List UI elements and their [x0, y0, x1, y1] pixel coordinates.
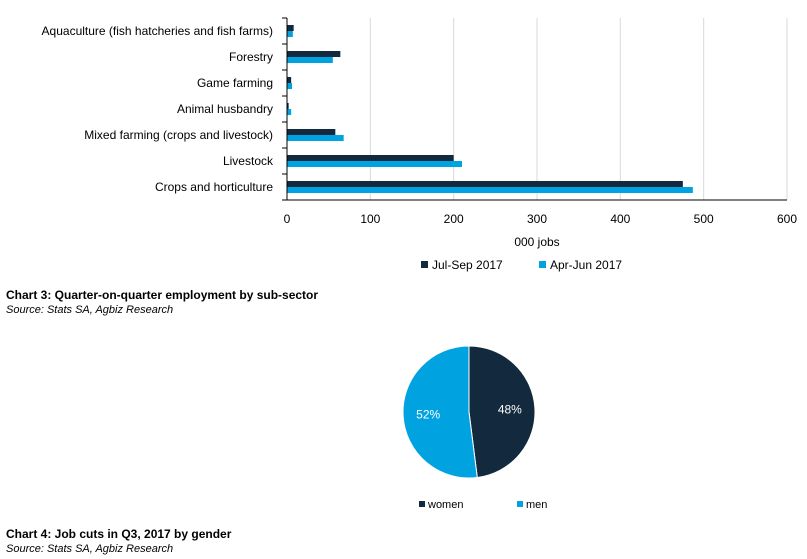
x-tick-label: 0: [284, 212, 291, 226]
x-tick-label: 200: [444, 212, 464, 226]
bar-apr-jun: [287, 83, 292, 89]
legend-swatch: [419, 501, 425, 507]
category-label: Game farming: [197, 76, 273, 90]
category-label: Crops and horticulture: [155, 180, 273, 194]
pie-data-label: 52%: [416, 408, 440, 422]
x-tick-label: 300: [527, 212, 547, 226]
category-label: Aquaculture (fish hatcheries and fish fa…: [42, 24, 273, 38]
category-label: Mixed farming (crops and livestock): [84, 128, 273, 142]
x-axis-label: 000 jobs: [514, 235, 559, 249]
bar-apr-jun: [287, 31, 293, 37]
pie-slice-men: [402, 345, 478, 479]
bar-apr-jun: [287, 187, 693, 193]
category-label: Forestry: [229, 50, 273, 64]
legend-swatch: [421, 261, 428, 268]
legend-label: women: [427, 499, 463, 511]
chart3-source: Source: Stats SA, Agbiz Research: [6, 304, 174, 316]
legend-swatch: [517, 501, 523, 507]
bar-jul-sep: [287, 77, 292, 83]
chart4-caption: Chart 4: Job cuts in Q3, 2017 by gender: [6, 527, 232, 541]
bar-jul-sep: [287, 103, 289, 109]
x-tick-label: 400: [610, 212, 630, 226]
bar-chart: Aquaculture (fish hatcheries and fish fa…: [42, 17, 797, 272]
x-tick-label: 100: [360, 212, 380, 226]
bar-jul-sep: [287, 181, 683, 187]
bar-apr-jun: [287, 135, 344, 141]
bar-jul-sep: [287, 51, 341, 57]
legend-label: Apr-Jun 2017: [550, 258, 622, 272]
legend-label: men: [526, 499, 547, 511]
legend-label: Jul-Sep 2017: [432, 258, 503, 272]
pie-data-label: 48%: [498, 402, 522, 416]
bar-apr-jun: [287, 57, 333, 63]
bar-jul-sep: [287, 25, 294, 31]
legend-swatch: [539, 261, 546, 268]
bar-jul-sep: [287, 155, 454, 161]
x-tick-label: 600: [777, 212, 797, 226]
pie-chart: 48% 52% women men: [402, 345, 547, 511]
pie-slice-women: [468, 345, 536, 479]
bar-jul-sep: [287, 129, 336, 135]
chart4-source: Source: Stats SA, Agbiz Research: [6, 543, 174, 555]
category-label: Animal husbandry: [177, 102, 273, 116]
bar-apr-jun: [287, 161, 462, 167]
x-tick-label: 500: [694, 212, 714, 226]
chart3-caption: Chart 3: Quarter-on-quarter employment b…: [6, 288, 319, 302]
category-label: Livestock: [223, 154, 274, 168]
bar-apr-jun: [287, 109, 292, 115]
